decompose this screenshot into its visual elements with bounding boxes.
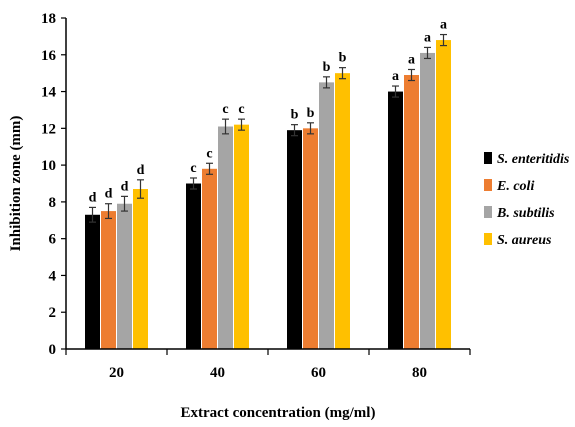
- y-tick-label: 4: [49, 268, 57, 284]
- y-tick-label: 14: [41, 85, 57, 101]
- x-axis-ticks: 20 40 60 80: [65, 349, 471, 381]
- bar: [388, 91, 403, 350]
- bar: [186, 183, 201, 349]
- bar: [420, 52, 435, 349]
- legend-swatch: [484, 152, 492, 164]
- legend-swatch: [484, 233, 492, 245]
- bar: [404, 75, 419, 349]
- x-tick-label: 20: [109, 365, 124, 381]
- significance-label: d: [121, 179, 129, 194]
- bar: [436, 40, 451, 350]
- significance-label: a: [424, 30, 431, 45]
- significance-label: b: [291, 108, 299, 123]
- bar: [133, 189, 148, 349]
- significance-label: a: [408, 52, 415, 67]
- bar: [234, 124, 249, 350]
- x-tick-label: 40: [210, 365, 225, 381]
- legend-label: S. enteritidis: [497, 152, 570, 167]
- significance-label: c: [190, 161, 196, 176]
- legend: S. enteritidis E. coli B. subtilis S. aureu…: [484, 152, 570, 248]
- y-tick-label: 2: [49, 305, 57, 321]
- significance-label: b: [339, 51, 347, 66]
- y-tick-label: 0: [49, 342, 57, 358]
- significance-label: b: [323, 60, 331, 75]
- bar: [303, 128, 318, 349]
- bar: [319, 82, 334, 349]
- significance-label: d: [137, 163, 145, 178]
- bar: [218, 126, 233, 349]
- significance-label: c: [222, 102, 228, 117]
- significance-label: a: [440, 18, 447, 33]
- y-axis-title: Inhibition zone (mm): [8, 116, 24, 252]
- x-axis-title: Extract concentration (mg/ml): [181, 405, 376, 421]
- legend-swatch: [484, 179, 492, 191]
- significance-label: c: [206, 146, 212, 161]
- significance-label: a: [392, 69, 399, 84]
- y-tick-label: 18: [41, 11, 56, 27]
- bar: [202, 168, 217, 349]
- y-tick-label: 8: [49, 195, 57, 211]
- significance-label: c: [238, 102, 244, 117]
- bar: [117, 203, 132, 349]
- bar: [335, 73, 350, 350]
- x-tick-label: 60: [311, 365, 326, 381]
- bar: [101, 211, 116, 349]
- y-tick-label: 6: [49, 232, 57, 248]
- y-tick-label: 16: [41, 48, 57, 64]
- legend-label: B. subtilis: [496, 206, 555, 221]
- legend-label: E. coli: [496, 179, 534, 194]
- bar: [85, 214, 100, 349]
- significance-label: b: [307, 106, 315, 121]
- significance-label: d: [105, 187, 113, 202]
- y-tick-label: 10: [41, 158, 56, 174]
- y-axis-ticks: 0 2 4 6 8 10 12 14 16 18: [41, 11, 66, 358]
- legend-swatch: [484, 206, 492, 218]
- x-tick-label: 80: [412, 365, 427, 381]
- bar: [287, 130, 302, 349]
- legend-label: S. aureus: [497, 233, 552, 248]
- significance-label: d: [89, 190, 97, 205]
- y-tick-label: 12: [41, 121, 56, 137]
